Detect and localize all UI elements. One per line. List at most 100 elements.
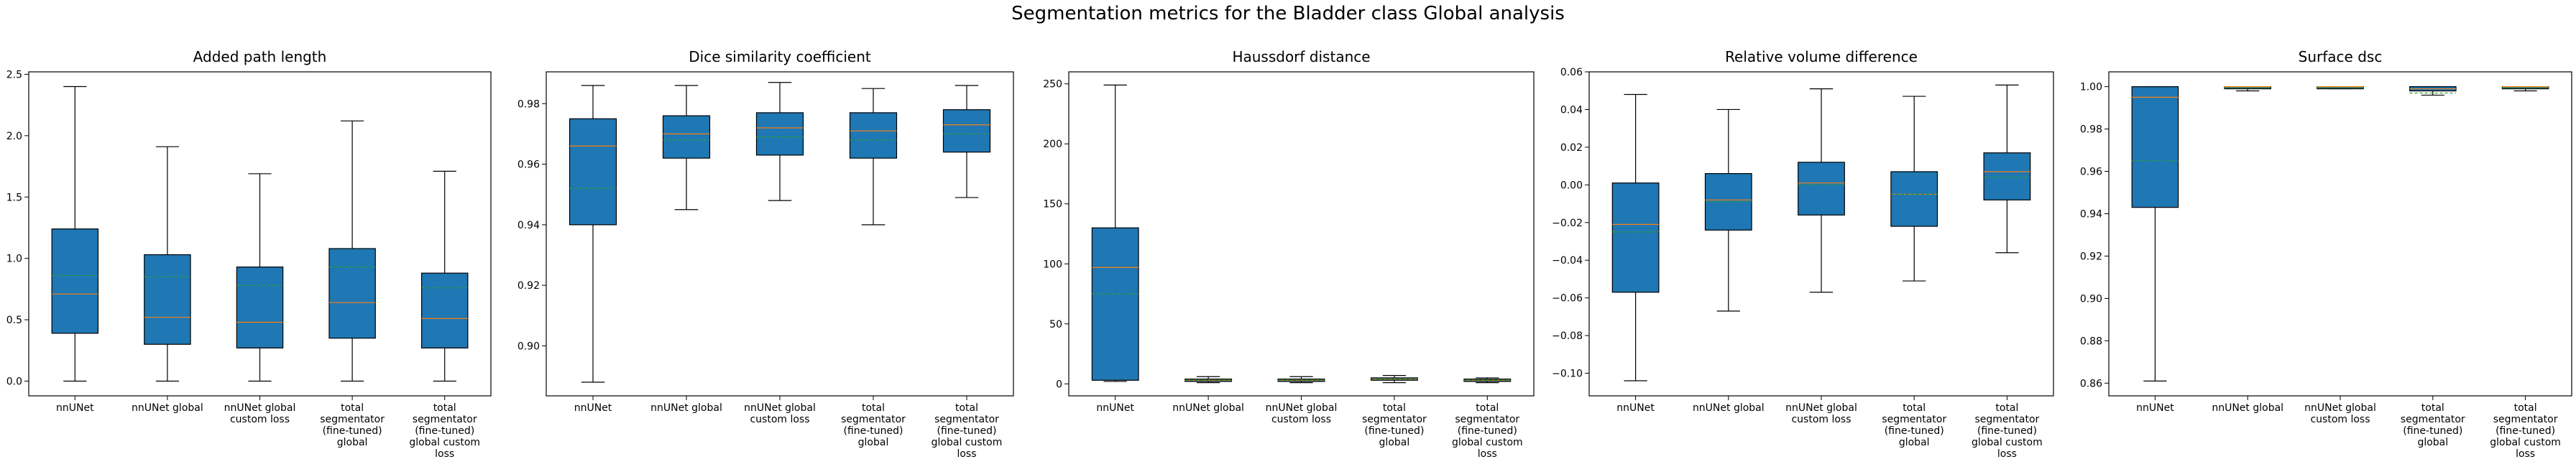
y-tick-label: 1.0 — [6, 254, 22, 265]
box-3 — [236, 173, 284, 382]
box-4 — [1890, 96, 1938, 282]
y-tick-label: 0.04 — [1560, 104, 1583, 116]
x-tick-label: nnUNet global — [1693, 402, 1765, 414]
box-2 — [1184, 376, 1233, 384]
chart-panel: Relative volume difference −0.10 −0.08 −0.0… — [1552, 48, 2054, 460]
box-1 — [51, 85, 99, 382]
chart-title: Surface dsc — [2299, 48, 2383, 65]
chart-title: Haussdorf distance — [1232, 48, 1370, 65]
y-tick-label: 0.0 — [6, 376, 22, 388]
box-iqr — [2131, 86, 2179, 208]
y-tick-label: 0.92 — [2080, 251, 2102, 262]
y-tick-label: 50 — [1049, 319, 1062, 330]
box-1 — [569, 85, 617, 383]
y-tick-label: 250 — [1043, 79, 1062, 91]
y-tick-label: 0.92 — [518, 280, 540, 292]
box-iqr — [849, 112, 898, 159]
x-tick-label: nnUNet global — [1172, 402, 1244, 414]
box-5 — [1983, 84, 2031, 254]
x-tick-label: total segmentator (fine-tuned) global — [841, 402, 906, 448]
x-tick-label: total segmentator (fine-tuned) global custo… — [932, 402, 1003, 460]
x-tick-label: nnUNet — [1096, 402, 1134, 414]
y-tick-label: 200 — [1043, 139, 1062, 150]
y-tick-label: −0.04 — [1552, 255, 1583, 267]
y-tick-label: 2.0 — [6, 131, 22, 142]
x-tick-label: total segmentator (fine-tuned) global custo… — [1972, 402, 2043, 460]
x-tick-label: total segmentator (fine-tuned) global — [2401, 402, 2465, 448]
box-5 — [1463, 377, 1512, 384]
box-iqr — [1890, 171, 1938, 227]
x-tick-label: nnUNet global custom loss — [1266, 402, 1338, 425]
box-4 — [328, 120, 376, 382]
x-tick-label: nnUNet global — [650, 402, 722, 414]
box-iqr — [236, 267, 284, 348]
y-tick-label: 0.06 — [1560, 67, 1583, 78]
x-tick-label: total segmentator (fine-tuned) global — [1882, 402, 1946, 448]
box-iqr — [51, 228, 99, 334]
y-tick-label: 150 — [1043, 199, 1062, 210]
box-4 — [849, 88, 898, 226]
chart-panel: Surface dsc 0.86 0.88 0.90 0.92 0.94 0.96 0.98 1… — [2080, 48, 2572, 460]
box-2 — [662, 85, 711, 210]
y-tick-label: 0.86 — [2080, 378, 2102, 389]
y-tick-label: 0.94 — [518, 220, 540, 231]
x-tick-label: total segmentator (fine-tuned) global — [320, 402, 385, 448]
box-iqr — [420, 272, 469, 348]
y-tick-label: 2.5 — [6, 69, 22, 80]
box-iqr — [1611, 182, 1660, 293]
box-4 — [1370, 375, 1418, 384]
box-iqr — [755, 112, 804, 156]
y-tick-label: 1.00 — [2080, 82, 2102, 93]
x-tick-label: total segmentator (fine-tuned) global custo… — [409, 402, 480, 460]
box-5 — [2501, 86, 2549, 92]
box-iqr — [1983, 152, 2031, 200]
y-tick-label: 0.90 — [2080, 293, 2102, 305]
box-1 — [2131, 86, 2179, 381]
x-tick-label: nnUNet global custom loss — [224, 402, 296, 425]
y-tick-label: 0.98 — [518, 98, 540, 110]
y-tick-label: 100 — [1043, 259, 1062, 270]
y-tick-label: 0.00 — [1560, 180, 1583, 191]
y-tick-label: 0.02 — [1560, 142, 1583, 154]
box-1 — [1611, 93, 1660, 381]
y-tick-label: 0.88 — [2080, 336, 2102, 347]
x-tick-label: total segmentator (fine-tuned) global — [1362, 402, 1427, 448]
y-tick-label: 0 — [1056, 379, 1062, 390]
x-tick-label: nnUNet global custom loss — [1785, 402, 1857, 425]
box-2 — [1704, 108, 1752, 312]
y-tick-label: 0.90 — [518, 341, 540, 352]
chart-title: Added path length — [193, 48, 327, 65]
box-iqr — [144, 254, 191, 345]
x-tick-label: total segmentator (fine-tuned) global custo… — [1452, 402, 1523, 460]
box-1 — [1091, 84, 1139, 382]
box-iqr — [569, 118, 617, 226]
box-iqr — [1091, 227, 1139, 381]
x-tick-label: nnUNet global — [132, 402, 203, 414]
y-tick-label: −0.08 — [1552, 330, 1583, 342]
box-5 — [420, 170, 469, 382]
chart-panel: Haussdorf distance 0 50 100 150 200 250 nnUNet n… — [1043, 48, 1535, 460]
y-tick-label: 0.5 — [6, 315, 22, 326]
x-tick-label: nnUNet global custom loss — [2304, 402, 2376, 425]
y-tick-label: 1.5 — [6, 192, 22, 203]
x-tick-label: total segmentator (fine-tuned) global custo… — [2490, 402, 2561, 460]
y-tick-label: −0.02 — [1552, 218, 1583, 229]
box-iqr — [662, 115, 711, 159]
x-tick-label: nnUNet — [56, 402, 94, 414]
x-tick-label: nnUNet — [1616, 402, 1655, 414]
chart-panel: Dice similarity coefficient 0.90 0.92 0.94 0… — [518, 48, 1014, 460]
box-iqr — [328, 248, 376, 339]
y-tick-label: 0.98 — [2080, 124, 2102, 136]
box-3 — [2317, 86, 2364, 90]
box-2 — [144, 146, 191, 382]
y-tick-label: 0.94 — [2080, 208, 2102, 220]
box-4 — [2409, 86, 2457, 96]
x-tick-label: nnUNet — [2136, 402, 2174, 414]
chart-title: Dice similarity coefficient — [689, 48, 871, 65]
y-tick-label: −0.06 — [1552, 293, 1583, 305]
y-tick-label: −0.10 — [1552, 369, 1583, 380]
x-tick-label: nnUNet — [574, 402, 612, 414]
chart-title: Relative volume difference — [1725, 48, 1918, 65]
box-5 — [942, 85, 991, 198]
